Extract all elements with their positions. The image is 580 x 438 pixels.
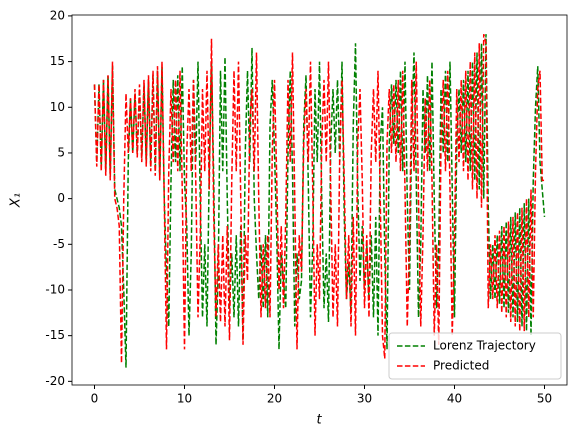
y-tick-label: 0	[57, 191, 65, 205]
series-line	[93, 34, 546, 368]
x-tick-label: 0	[91, 392, 99, 406]
legend-label: Predicted	[433, 359, 489, 373]
y-tick-label: -10	[45, 282, 65, 296]
x-tick-label: 10	[177, 392, 192, 406]
y-tick-label: 10	[50, 100, 65, 114]
x-tick-label: 50	[537, 392, 552, 406]
legend-box	[388, 332, 562, 380]
y-tick-label: 5	[57, 145, 65, 159]
y-tick-label: -5	[53, 237, 65, 251]
x-tick-label: 30	[357, 392, 372, 406]
y-tick-label: 15	[50, 54, 65, 68]
series-line	[93, 34, 545, 364]
y-tick-label: -15	[45, 328, 65, 342]
x-axis-label: t	[316, 413, 322, 428]
y-axis-label: X₁	[9, 193, 24, 208]
x-tick-label: 40	[447, 392, 462, 406]
y-tick-label: -20	[45, 374, 65, 388]
plot-frame	[71, 14, 568, 386]
x-tick-label: 20	[267, 392, 282, 406]
legend-label: Lorenz Trajectory	[433, 339, 536, 353]
y-tick-label: 20	[50, 8, 65, 22]
